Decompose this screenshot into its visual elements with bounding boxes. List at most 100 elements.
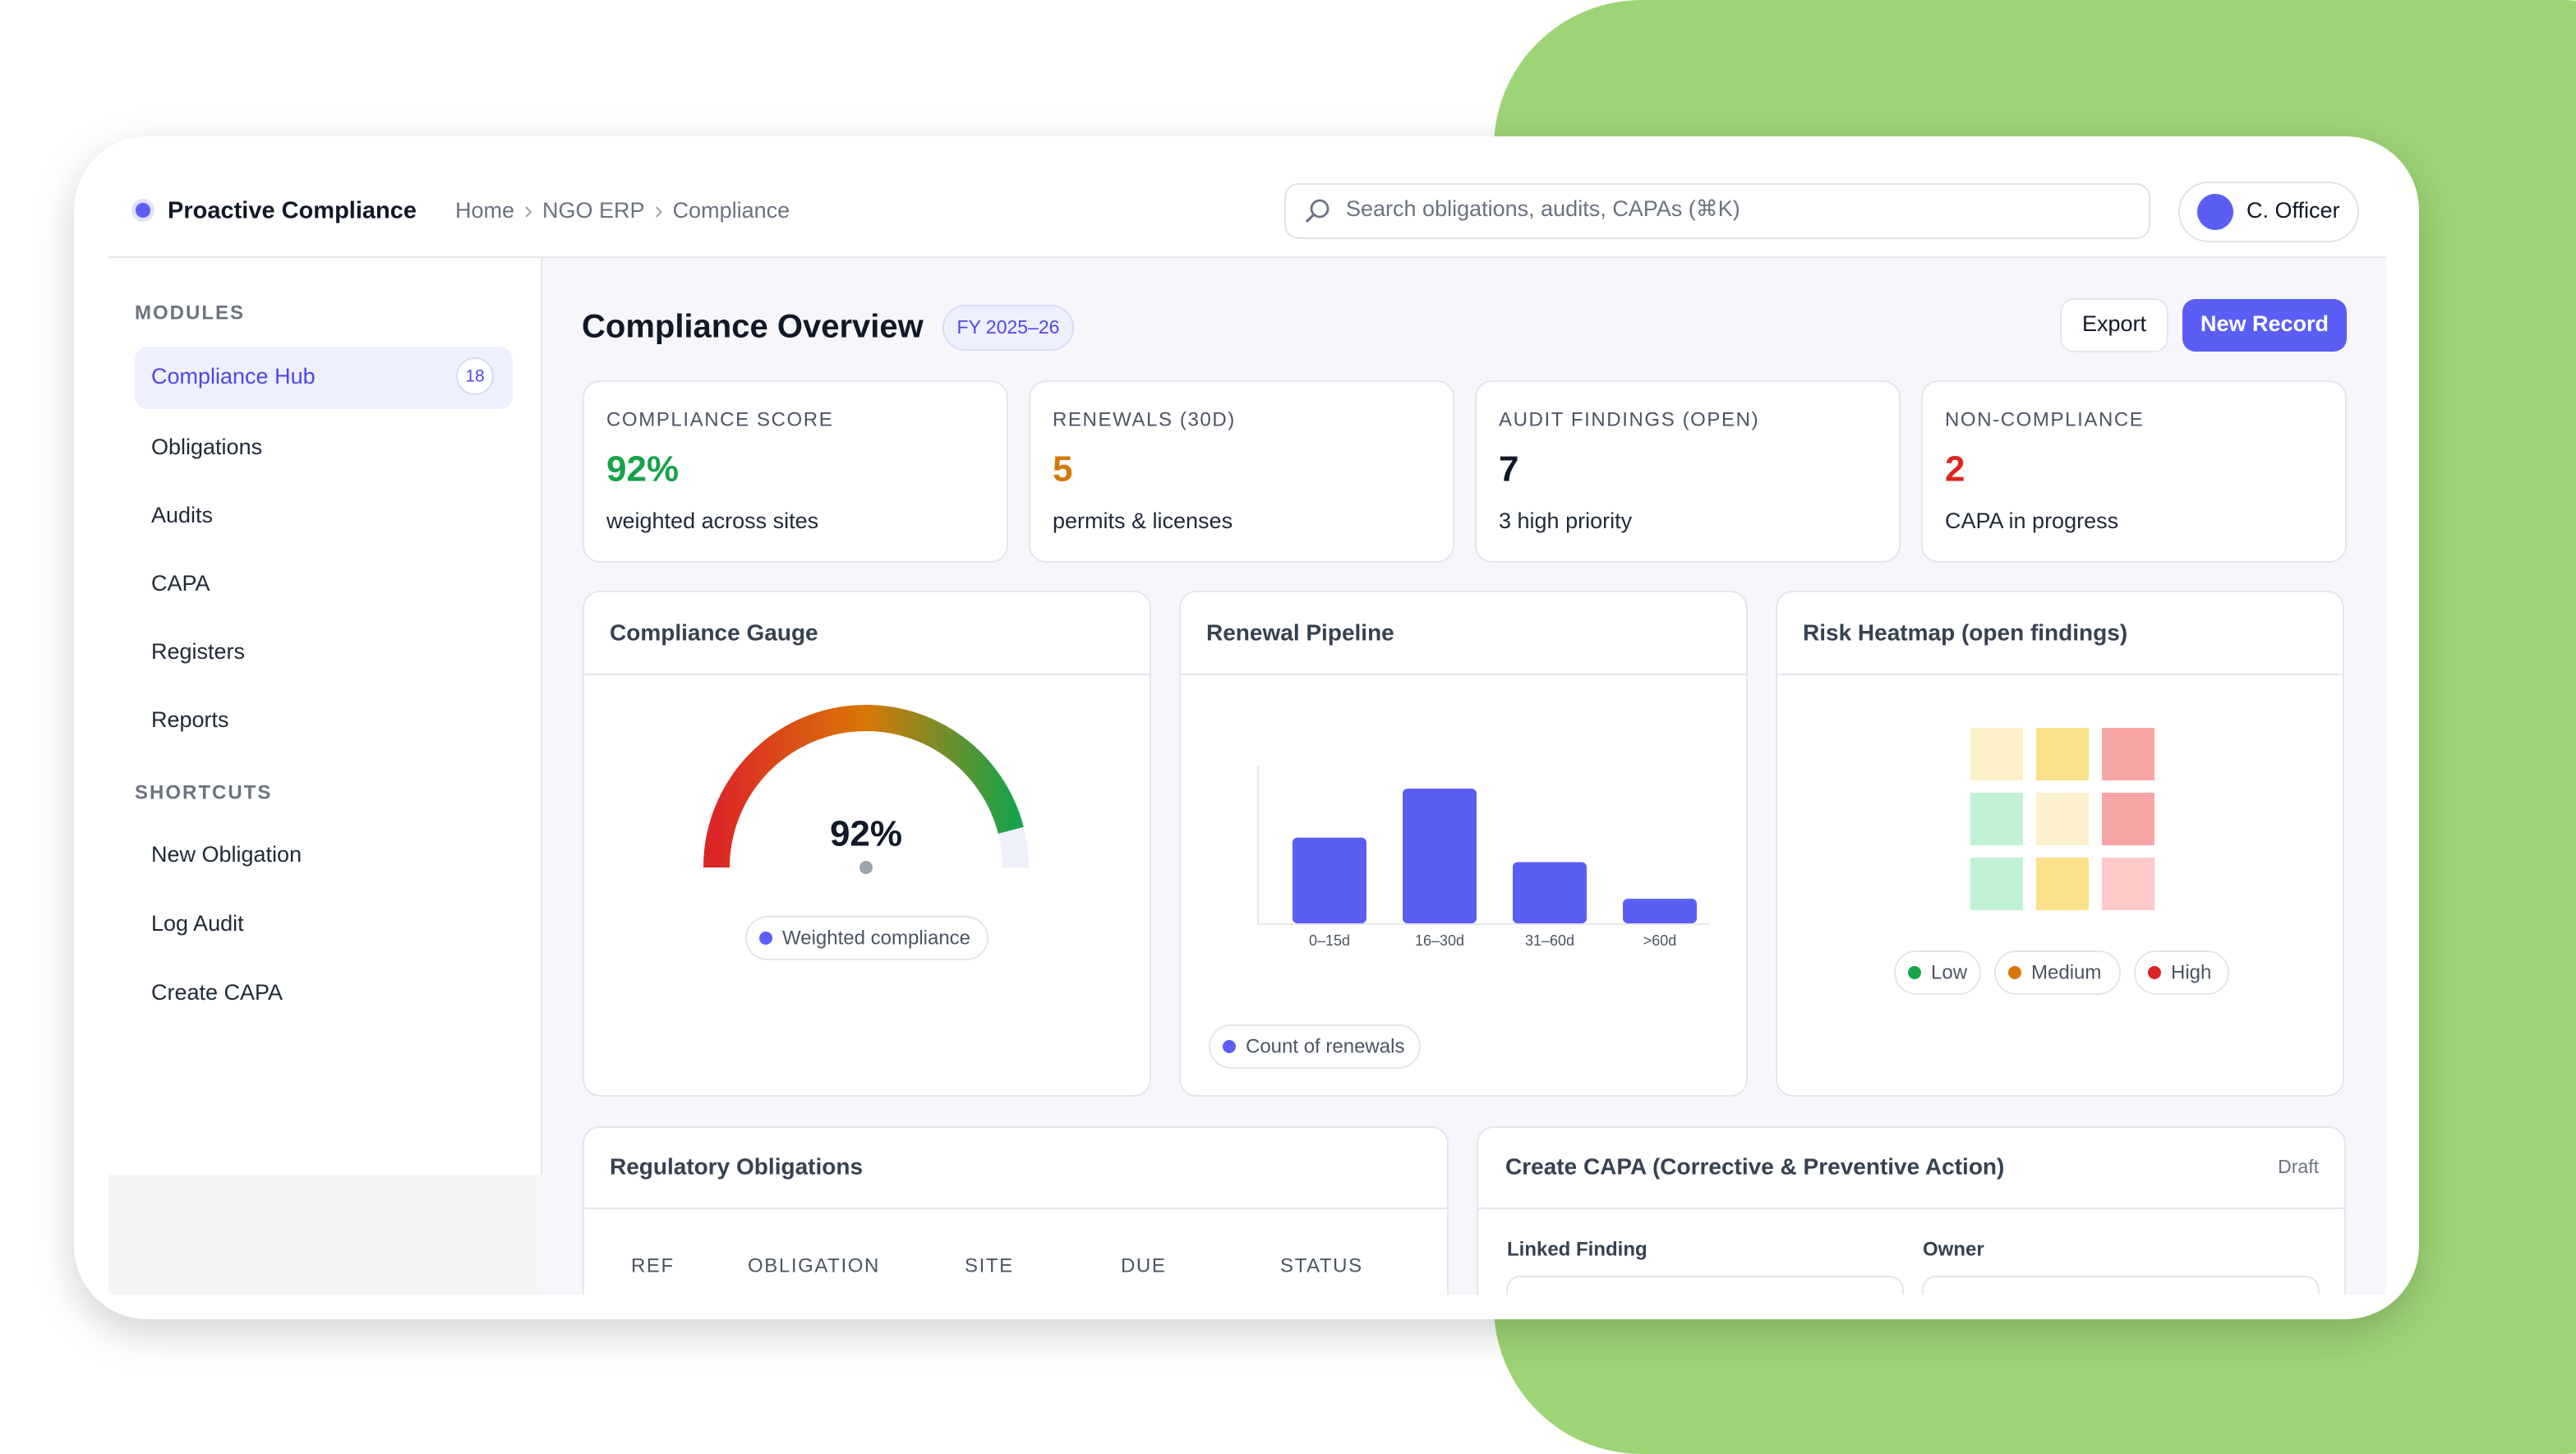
legend-dot (1223, 1040, 1236, 1053)
legend-dot (759, 932, 772, 945)
heatmap-cell (1970, 858, 2023, 910)
heatmap-cell (2036, 858, 2089, 910)
field-label: Linked Finding (1507, 1238, 1647, 1260)
gauge-arc (703, 705, 1024, 868)
x-tick-label: 16–30d (1415, 932, 1464, 949)
search-icon-handle (1305, 214, 1315, 223)
input[interactable] (1506, 1276, 1904, 1332)
period-pill (942, 305, 1074, 351)
chart-panel (583, 591, 1151, 1097)
column-header: OBLIGATION (748, 1254, 880, 1277)
period: FY 2025–26 (957, 316, 1060, 338)
heatmap-cell (2102, 728, 2154, 780)
kpi-note: permits & licenses (1053, 508, 1233, 533)
legend-dot (2008, 966, 2021, 979)
heatmap-cell (2102, 858, 2154, 910)
nav-item[interactable]: Create CAPA (151, 980, 283, 1005)
column-header: SITE (965, 1254, 1014, 1277)
breadcrumb-separator (655, 206, 662, 218)
button-primary[interactable] (2182, 299, 2347, 352)
legend-label: Medium (2031, 961, 2101, 983)
x-tick-label: >60d (1643, 932, 1677, 949)
search-icon (1310, 199, 1329, 219)
breadcrumb[interactable]: NGO ERP (542, 198, 645, 223)
legend-item (2134, 950, 2229, 995)
panel-title: Regulatory Obligations (610, 1153, 863, 1179)
gauge-pivot (859, 861, 873, 874)
bar (1623, 899, 1697, 923)
input[interactable] (1922, 1276, 2320, 1332)
brand-dot (136, 203, 150, 218)
heatmap-cell (2036, 728, 2089, 780)
heatmap-cell (1970, 728, 2023, 780)
heatmap-cell (1970, 793, 2023, 845)
kpi-value: 5 (1053, 449, 1072, 490)
breadcrumb[interactable]: Compliance (673, 198, 790, 223)
x-tick-label: 31–60d (1525, 932, 1574, 949)
nav-item[interactable]: New Obligation (151, 842, 302, 867)
kpi-label: NON-COMPLIANCE (1945, 408, 2144, 430)
legend-item (1994, 950, 2121, 995)
brand: Proactive Compliance (168, 198, 417, 224)
form-panel (1477, 1126, 2346, 1295)
search-box[interactable] (1284, 183, 2150, 239)
x-tick-label: 0–15d (1309, 932, 1350, 949)
panel-title: Create CAPA (Corrective & Preventive Act… (1505, 1153, 2004, 1179)
button-label: Export (2082, 311, 2147, 336)
badge (456, 357, 494, 395)
nav-item[interactable]: Obligations (151, 435, 262, 459)
bar (1293, 837, 1366, 923)
nav-item[interactable]: CAPA (151, 571, 210, 596)
legend-label: Count of renewals (1246, 1035, 1404, 1057)
sidebar-foot (108, 1175, 542, 1295)
app: Proactive Compliance Home NGO ERP Complianc… (108, 182, 2386, 1332)
avatar (2197, 194, 2233, 230)
nav-item[interactable]: Audits (151, 503, 213, 527)
page-title: Compliance Overview (582, 309, 924, 345)
column-header: STATUS (1280, 1254, 1363, 1277)
user-name: C. Officer (2247, 198, 2340, 223)
kpi-value: 92% (606, 449, 679, 490)
button[interactable] (2060, 298, 2168, 352)
breadcrumb-separator (525, 206, 532, 218)
legend-dot (2148, 966, 2161, 979)
kpi-value: 2 (1945, 449, 1965, 490)
panel-title: Compliance Gauge (610, 619, 818, 645)
breadcrumb[interactable]: Home (455, 198, 514, 223)
kpi-card (1921, 380, 2347, 563)
legend-label: Low (1931, 961, 1968, 983)
kpi-value: 7 (1499, 449, 1518, 490)
section-heading: MODULES (135, 301, 245, 324)
section-heading: SHORTCUTS (135, 781, 272, 803)
panel-title: Renewal Pipeline (1206, 619, 1394, 645)
kpi-card (1475, 380, 1901, 563)
legend-label: High (2171, 961, 2211, 983)
nav-item-active[interactable] (135, 347, 513, 409)
kpi-note: weighted across sites (606, 508, 818, 533)
button-label: New Record (2200, 311, 2329, 336)
table-panel (583, 1126, 1449, 1295)
nav-item[interactable]: Registers (151, 639, 245, 664)
gauge-value: 92% (830, 814, 902, 854)
kpi-card (583, 380, 1008, 563)
panel-title: Risk Heatmap (open findings) (1803, 619, 2127, 645)
status: Draft (2278, 1156, 2319, 1177)
column-header: REF (631, 1254, 675, 1277)
kpi-label: RENEWALS (30D) (1053, 408, 1236, 430)
heatmap-cell (2036, 793, 2089, 845)
legend-item (745, 916, 988, 960)
search-placeholder: Search obligations, audits, CAPAs (⌘K) (1346, 196, 1740, 221)
nav-item[interactable]: Log Audit (151, 911, 244, 936)
nav-item[interactable]: Compliance Hub (151, 364, 316, 389)
kpi-note: CAPA in progress (1945, 508, 2118, 533)
kpi-note: 3 high priority (1499, 508, 1633, 533)
nav-item[interactable]: Reports (151, 707, 229, 732)
kpi-card (1029, 380, 1454, 563)
legend-dot (1908, 966, 1921, 979)
heatmap-cell (2102, 793, 2154, 845)
kpi-label: AUDIT FINDINGS (OPEN) (1499, 408, 1759, 430)
bar (1513, 862, 1587, 923)
legend-item (1209, 1024, 1421, 1069)
